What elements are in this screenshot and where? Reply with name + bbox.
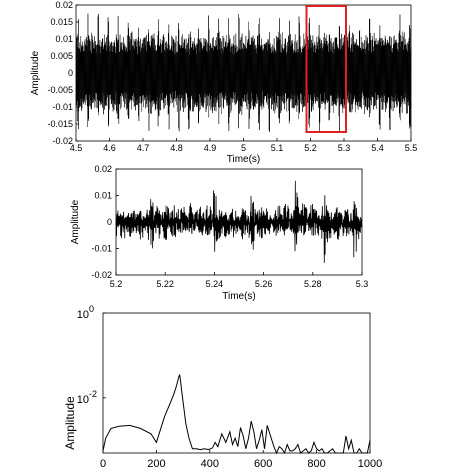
x-tick-label: 4.8 [170,143,183,153]
spectrum-line [102,374,371,455]
x-tick-label: 4.6 [103,143,116,153]
y-tick-label: 0 [107,217,112,227]
y-tick-label-exponent: 0 [89,304,94,314]
x-tick-label: 200 [147,458,165,470]
x-tick-label: 1000 [358,458,382,470]
x-tick-label: 5.3 [338,143,351,153]
chart-top-full-signal: 4.5 4.6 4.7 4.8 4.9 5 5.1 5.2 5.3 5.4 5.5 0.02 0.01… [30,0,417,165]
x-tick-label: 5.2 [304,143,317,153]
x-tick-label: 5.24 [206,279,224,289]
y-tick-label-base: 10 [77,309,89,321]
x-axis-ticks: 5.2 5.22 5.24 5.26 5.28 5.3 [110,272,369,289]
x-tick-label: 800 [307,458,325,470]
y-tick-label: 0.015 [50,17,73,27]
x-tick-label: 4.9 [204,143,217,153]
y-tick-label: -0.005 [47,85,73,95]
x-tick-label: 5.2 [110,279,123,289]
x-tick-label: 4.7 [137,143,150,153]
x-axis-ticks: 4.5 4.6 4.7 4.8 4.9 5 5.1 5.2 5.3 5.4 5.5 [70,138,418,153]
x-tick-label: 5.26 [255,279,273,289]
y-tick-label: -0.01 [52,102,73,112]
chart-middle-zoom-signal: 5.2 5.22 5.24 5.26 5.28 5.3 0.02 0.01 0 -0.01 -0.… [70,164,368,302]
y-tick-label: -0.02 [91,270,112,280]
signal-path [115,180,363,263]
x-tick-label: 400 [201,458,219,470]
y-axis-ticks: 0.02 0.01 0 -0.01 -0.02 [91,164,119,280]
y-tick-label: 0.01 [94,191,112,201]
x-tick-label: 5.4 [371,143,384,153]
x-axis-label: Time(s) [222,291,256,302]
y-tick-label: 0.005 [50,51,73,61]
y-tick-label: 0.02 [94,164,112,174]
y-tick-label: -0.015 [47,119,73,129]
plot-frame [102,312,371,454]
x-tick-label: 5 [241,143,246,153]
x-tick-label: 600 [254,458,272,470]
x-tick-label: 5.5 [405,143,418,153]
x-tick-label: 4.5 [70,143,83,153]
signal-path [75,13,412,133]
y-tick-label-exponent: -2 [89,389,97,399]
x-axis-label: Time(s) [227,154,261,165]
y-tick-label: 0.01 [55,34,73,44]
y-tick-label: 0.02 [55,0,73,10]
y-axis-label: Amplitude [63,396,77,450]
highlight-box [305,5,347,133]
x-tick-label: 5.22 [156,279,174,289]
y-tick-label-base: 10 [77,394,89,406]
x-axis-ticks: 0 200 400 600 800 1000 [100,450,382,470]
y-axis-label: Amplitude [30,50,41,95]
x-tick-label: 0 [100,458,106,470]
x-tick-label: 5.1 [271,143,284,153]
y-tick-label: -0.02 [52,136,73,146]
signal-trace [75,13,412,133]
y-axis-ticks: 0.02 0.015 0.01 0.005 0 -0.005 -0.01 -0.015 -0.0… [47,0,79,146]
y-axis-label: Amplitude [70,199,81,244]
x-tick-label: 5.3 [356,279,369,289]
x-tick-label: 5.28 [304,279,322,289]
y-tick-label: -0.01 [91,244,112,254]
signal-trace [115,180,363,263]
y-tick-label: 0 [68,68,73,78]
